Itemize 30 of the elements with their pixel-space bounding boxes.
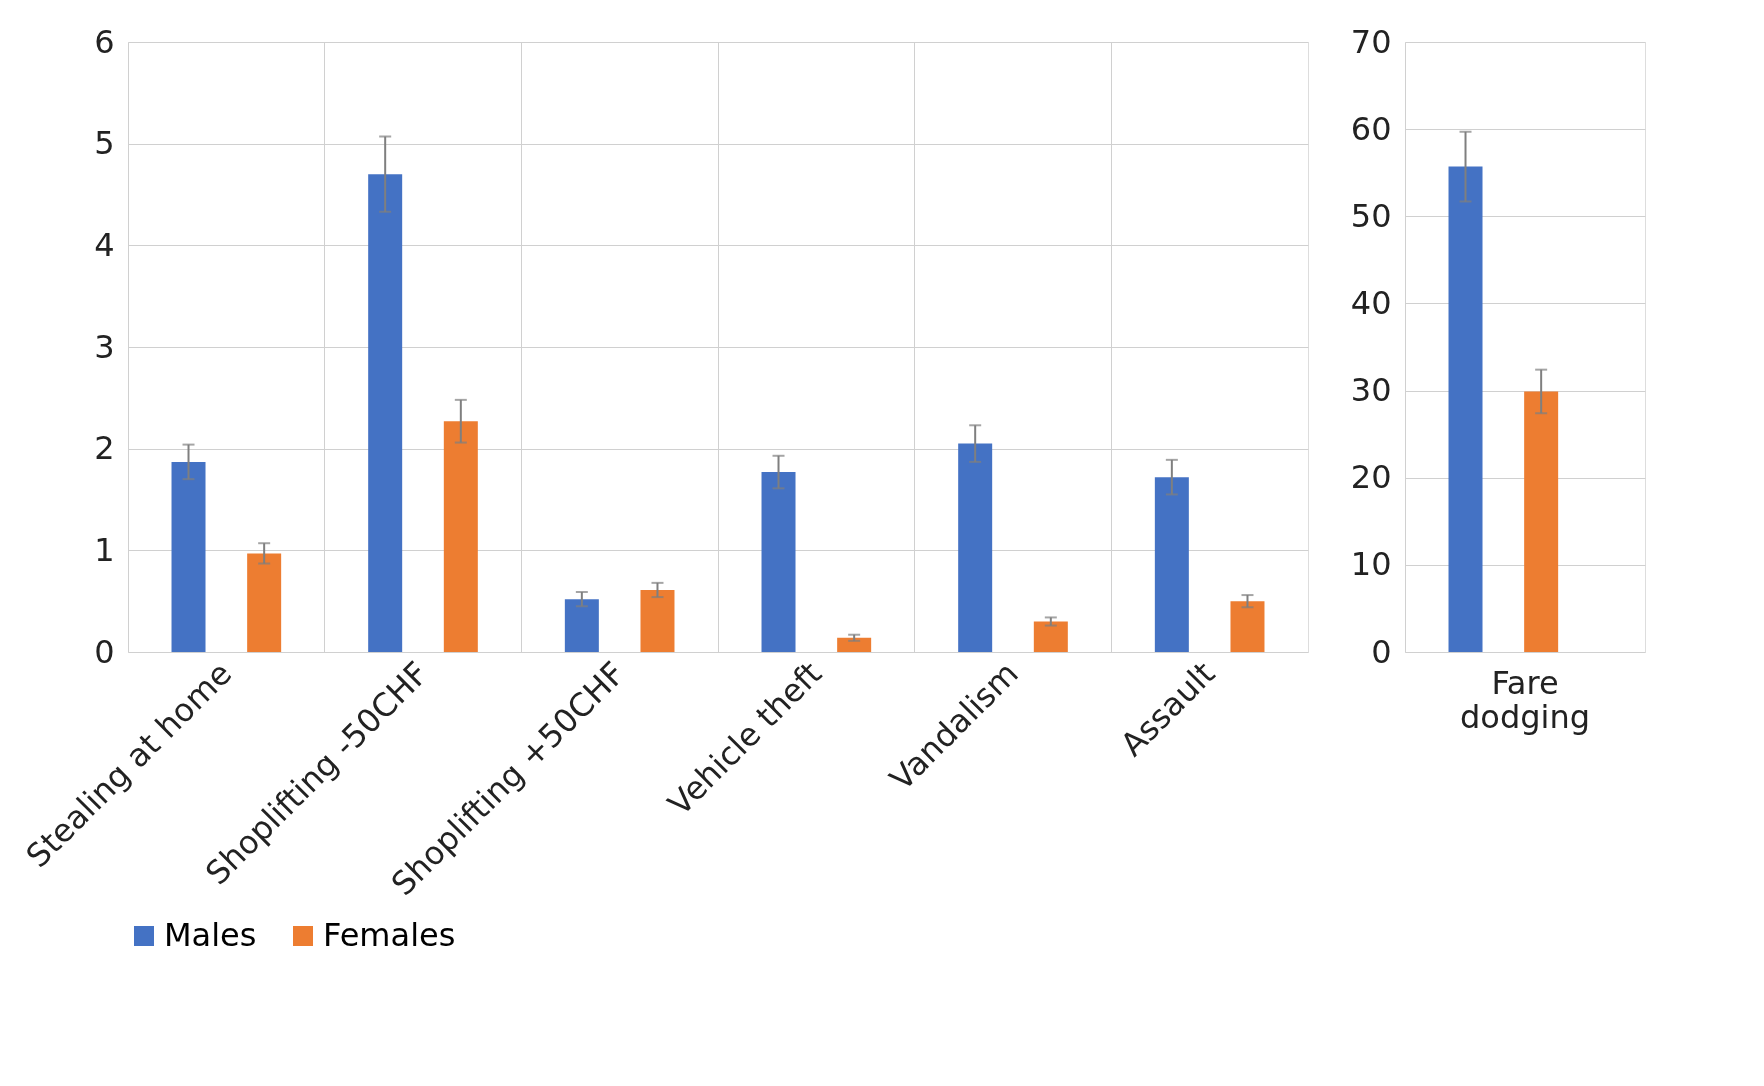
y-tick-label: 50 <box>1350 196 1392 235</box>
bar <box>247 553 282 652</box>
y-tick-label: 70 <box>1350 22 1392 61</box>
bar <box>1154 477 1189 652</box>
bar <box>1033 621 1068 652</box>
y-tick-label: 40 <box>1350 283 1392 322</box>
y-tick-label: 6 <box>94 22 115 61</box>
y-tick-label: 30 <box>1350 371 1392 410</box>
bar <box>958 443 993 652</box>
bar <box>171 461 206 652</box>
bar <box>443 421 478 652</box>
bar <box>564 599 599 652</box>
bar <box>761 472 796 652</box>
y-tick-label: 3 <box>94 327 115 366</box>
y-tick-label: 60 <box>1350 109 1392 148</box>
y-tick-label: 10 <box>1350 545 1392 584</box>
y-tick-label: 4 <box>94 225 115 264</box>
bar <box>640 589 675 652</box>
y-tick-label: 20 <box>1350 458 1392 497</box>
legend-label: Males <box>164 916 257 954</box>
bar <box>1230 601 1265 652</box>
legend-label: Females <box>323 916 456 954</box>
x-tick-label: Fare dodging <box>1460 663 1590 736</box>
y-tick-label: 0 <box>1371 632 1392 671</box>
y-tick-label: 5 <box>94 124 115 163</box>
y-tick-label: 1 <box>94 530 115 569</box>
y-tick-label: 0 <box>94 632 115 671</box>
y-tick-label: 2 <box>94 429 115 468</box>
bar <box>368 174 403 652</box>
bar <box>837 637 872 652</box>
